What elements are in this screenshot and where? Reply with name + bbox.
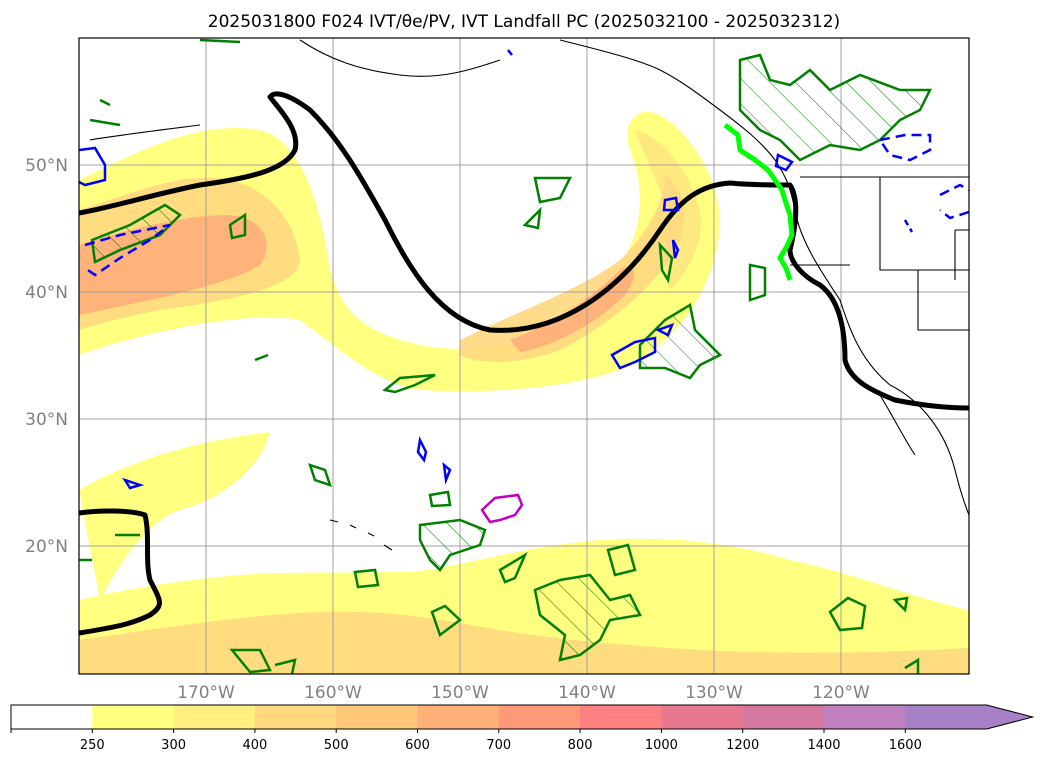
- pv-contours-green: [79, 38, 933, 674]
- lon-label-170w: 170°W: [177, 683, 235, 703]
- colorbar-tick-label: 300: [161, 738, 186, 753]
- ivt-ar-high: [510, 266, 635, 352]
- lat-label-40n: 40°N: [25, 283, 68, 303]
- colorbar-segment: [824, 705, 906, 729]
- colorbar-segment: [254, 705, 337, 729]
- colorbar-segment: [905, 705, 988, 729]
- colorbar-segment: [11, 705, 93, 729]
- colorbar-tick-label: 400: [242, 738, 267, 753]
- lon-label-130w: 130°W: [685, 683, 743, 703]
- coastlines: [89, 39, 969, 551]
- ivt-band-south-low: [79, 432, 270, 600]
- ivt-band-north-low: [79, 111, 720, 392]
- lat-label-20n: 20°N: [25, 537, 68, 557]
- theta-e-contours: [79, 91, 969, 636]
- map-frame: [78, 37, 970, 675]
- lat-labels: 50°N 40°N 30°N 20°N: [25, 156, 68, 557]
- lon-label-140w: 140°W: [558, 683, 616, 703]
- lon-label-160w: 160°W: [304, 683, 362, 703]
- lon-label-120w: 120°W: [812, 683, 870, 703]
- colorbar-tick-label: 700: [486, 738, 511, 753]
- lon-labels: 170°W 160°W 150°W 140°W 130°W 120°W: [177, 683, 870, 703]
- colorbar-tick-label: 1000: [645, 738, 678, 753]
- colorbar-tick-label: 1200: [726, 738, 759, 753]
- ivt-band-tropical-mid: [79, 611, 969, 674]
- colorbar-tick-label: 1600: [889, 738, 922, 753]
- lat-label-50n: 50°N: [25, 156, 68, 176]
- colorbar-segment: [173, 705, 256, 729]
- map-panel: [79, 38, 969, 674]
- colorbar-tick-label: 800: [568, 738, 593, 753]
- colorbar-segment: [661, 705, 744, 729]
- lon-label-150w: 150°W: [431, 683, 489, 703]
- colorbar-segment: [498, 705, 581, 729]
- colorbar-tick-label: 250: [80, 738, 105, 753]
- colorbar-tick-label: 1400: [807, 738, 840, 753]
- colorbar-tick-label: 600: [405, 738, 430, 753]
- colorbar-tick-label: 500: [324, 738, 349, 753]
- pv-contour-magenta: [480, 493, 524, 524]
- lat-label-30n: 30°N: [25, 410, 68, 430]
- colorbar-outline: [10, 704, 1035, 730]
- plot-title: 2025031800 F024 IVT/θe/PV, IVT Landfall …: [208, 12, 840, 32]
- pv-contours-blue: [79, 49, 969, 490]
- colorbar-segment: [336, 705, 418, 729]
- colorbar-segment: [417, 705, 500, 729]
- ivt-landfall-line: [723, 123, 795, 281]
- colorbar-segment: [580, 705, 662, 729]
- colorbar-segment: [742, 705, 825, 729]
- ivt-ar-mid: [460, 175, 685, 362]
- colorbar-segment: [92, 705, 175, 729]
- colorbar-extend-arrow: [986, 705, 1033, 729]
- colorbar: 250 300 400 500 600 700 800 1000 1200 1400 1600: [10, 704, 1035, 753]
